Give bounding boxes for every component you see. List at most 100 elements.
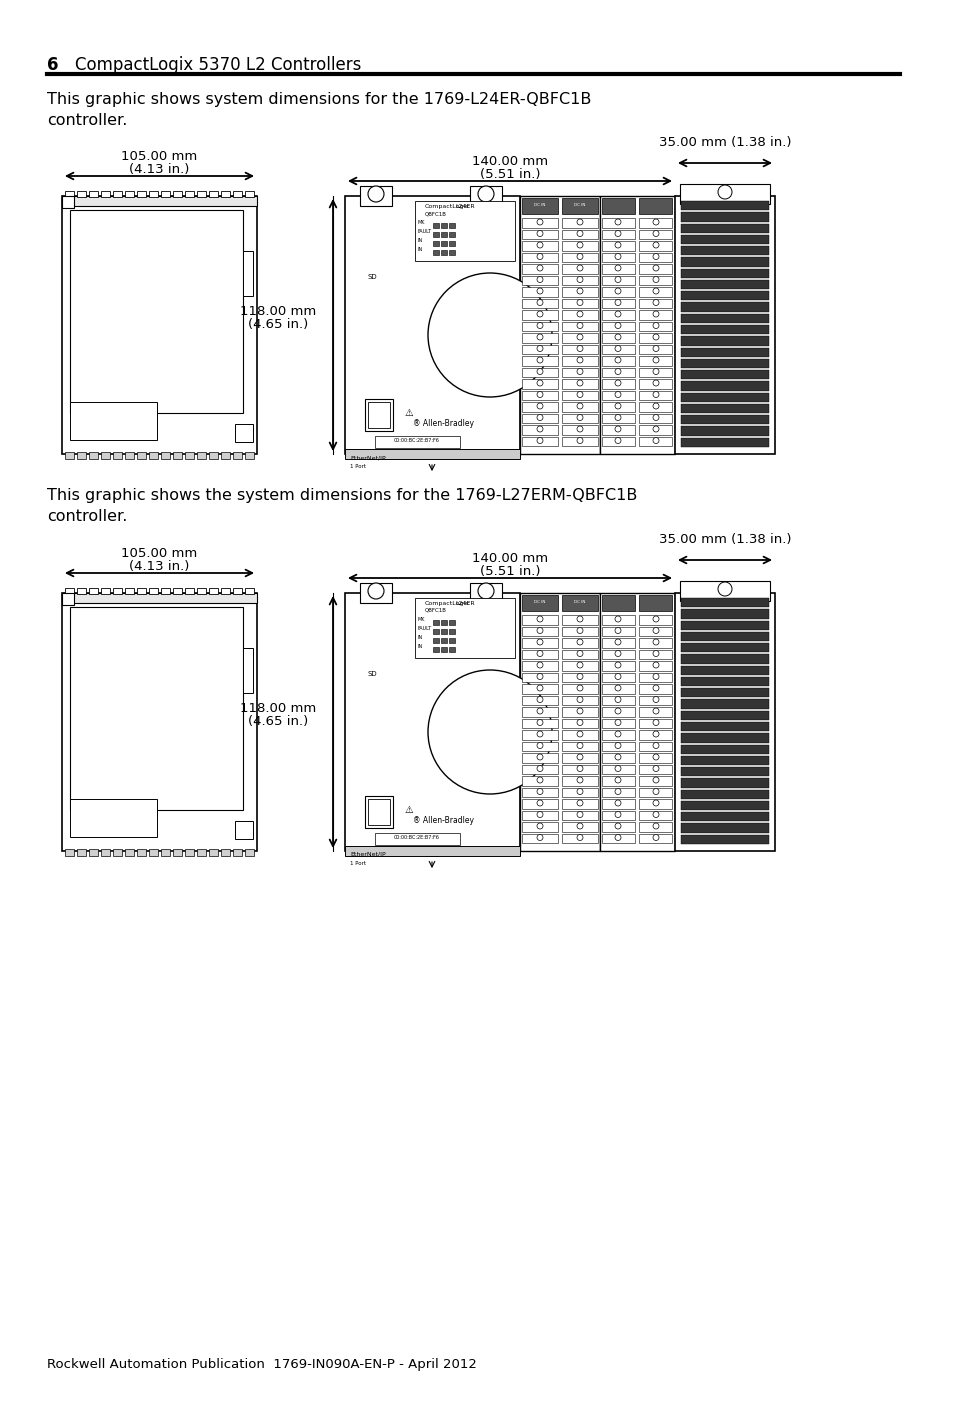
- Circle shape: [537, 835, 542, 841]
- Circle shape: [615, 638, 620, 645]
- Text: controller.: controller.: [47, 509, 128, 524]
- Circle shape: [615, 616, 620, 621]
- Bar: [521, 264, 558, 274]
- Bar: [561, 198, 598, 214]
- Circle shape: [577, 835, 582, 841]
- Bar: [65, 451, 74, 458]
- Circle shape: [537, 277, 542, 283]
- Bar: [680, 654, 768, 664]
- Circle shape: [652, 380, 659, 387]
- Bar: [161, 451, 170, 458]
- Circle shape: [652, 219, 659, 225]
- Bar: [680, 688, 768, 697]
- Bar: [433, 638, 438, 643]
- Bar: [433, 620, 438, 626]
- Bar: [601, 391, 635, 399]
- Circle shape: [615, 685, 620, 690]
- Text: This graphic shows the system dimensions for the 1769-L27ERM-QBFC1B: This graphic shows the system dimensions…: [47, 488, 637, 503]
- Bar: [89, 588, 98, 593]
- Circle shape: [652, 322, 659, 329]
- Circle shape: [615, 357, 620, 363]
- Bar: [521, 287, 558, 297]
- Bar: [365, 796, 393, 828]
- Bar: [101, 451, 110, 458]
- Bar: [161, 588, 170, 593]
- Circle shape: [615, 368, 620, 374]
- Text: SD: SD: [368, 274, 377, 280]
- Bar: [680, 609, 768, 619]
- Circle shape: [577, 823, 582, 830]
- Bar: [680, 813, 768, 821]
- Circle shape: [537, 800, 542, 806]
- Circle shape: [537, 638, 542, 645]
- Bar: [561, 834, 598, 844]
- Bar: [521, 776, 558, 786]
- Bar: [234, 425, 253, 441]
- Bar: [440, 620, 447, 626]
- Bar: [561, 614, 598, 624]
- Bar: [561, 413, 598, 423]
- Bar: [125, 191, 133, 197]
- Bar: [680, 212, 768, 222]
- Bar: [601, 229, 635, 239]
- Circle shape: [652, 415, 659, 420]
- Bar: [561, 776, 598, 786]
- Circle shape: [537, 242, 542, 247]
- Bar: [680, 699, 768, 709]
- Bar: [601, 614, 635, 624]
- Text: FAULT: FAULT: [417, 229, 432, 233]
- Bar: [601, 356, 635, 366]
- Circle shape: [615, 380, 620, 387]
- Text: MK: MK: [417, 219, 425, 225]
- Bar: [599, 593, 675, 851]
- Bar: [639, 650, 671, 659]
- Bar: [521, 229, 558, 239]
- Bar: [639, 402, 671, 412]
- Bar: [680, 779, 768, 787]
- Bar: [345, 195, 519, 454]
- Circle shape: [652, 811, 659, 817]
- Bar: [639, 298, 671, 308]
- Bar: [601, 322, 635, 330]
- Circle shape: [537, 662, 542, 668]
- Bar: [521, 413, 558, 423]
- Bar: [639, 638, 671, 648]
- Bar: [149, 849, 158, 856]
- Bar: [680, 302, 768, 312]
- Circle shape: [615, 231, 620, 236]
- Bar: [149, 451, 158, 458]
- Bar: [561, 627, 598, 636]
- Bar: [521, 402, 558, 412]
- Bar: [680, 404, 768, 413]
- Bar: [449, 240, 455, 246]
- Circle shape: [652, 357, 659, 363]
- Text: QBFC1B: QBFC1B: [424, 211, 446, 217]
- Circle shape: [652, 673, 659, 679]
- Bar: [639, 810, 671, 820]
- Circle shape: [537, 765, 542, 772]
- Text: Rockwell Automation Publication  1769-IN090A-EN-P - April 2012: Rockwell Automation Publication 1769-IN0…: [47, 1358, 476, 1371]
- Bar: [680, 734, 768, 742]
- Bar: [601, 799, 635, 808]
- Circle shape: [652, 754, 659, 761]
- Bar: [639, 707, 671, 717]
- Bar: [521, 627, 558, 636]
- Circle shape: [718, 582, 731, 596]
- Bar: [639, 661, 671, 671]
- Circle shape: [652, 311, 659, 316]
- Bar: [470, 186, 501, 207]
- Circle shape: [577, 299, 582, 305]
- Bar: [521, 718, 558, 728]
- Bar: [359, 186, 392, 207]
- Bar: [601, 718, 635, 728]
- Bar: [561, 696, 598, 704]
- Bar: [243, 648, 253, 693]
- Bar: [521, 344, 558, 354]
- Circle shape: [652, 696, 659, 703]
- Bar: [639, 322, 671, 330]
- Circle shape: [652, 231, 659, 236]
- Circle shape: [577, 731, 582, 737]
- Bar: [449, 647, 455, 652]
- Bar: [209, 191, 218, 197]
- Bar: [209, 849, 218, 856]
